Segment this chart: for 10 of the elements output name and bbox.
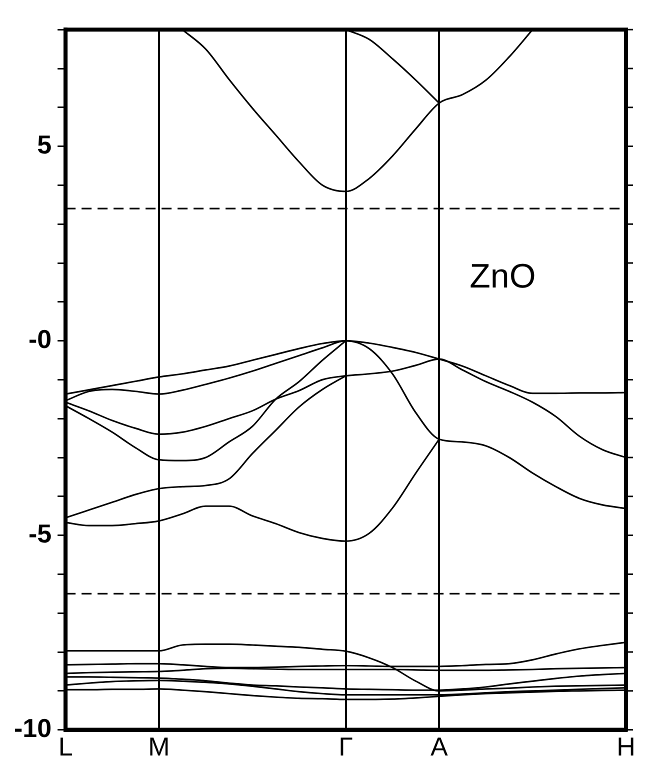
x-tick-label: L <box>58 732 73 762</box>
y-tick-label: -10 <box>14 712 52 743</box>
y-tick-label: 5 <box>37 129 52 160</box>
x-tick-label: A <box>430 732 449 762</box>
x-tick-label: H <box>616 732 636 762</box>
annotation: ZnO <box>470 258 536 296</box>
y-tick-label: -0 <box>28 324 52 354</box>
x-tick-label: Γ <box>338 732 353 762</box>
y-tick-label: -5 <box>28 518 52 548</box>
x-tick-label: M <box>148 732 170 762</box>
